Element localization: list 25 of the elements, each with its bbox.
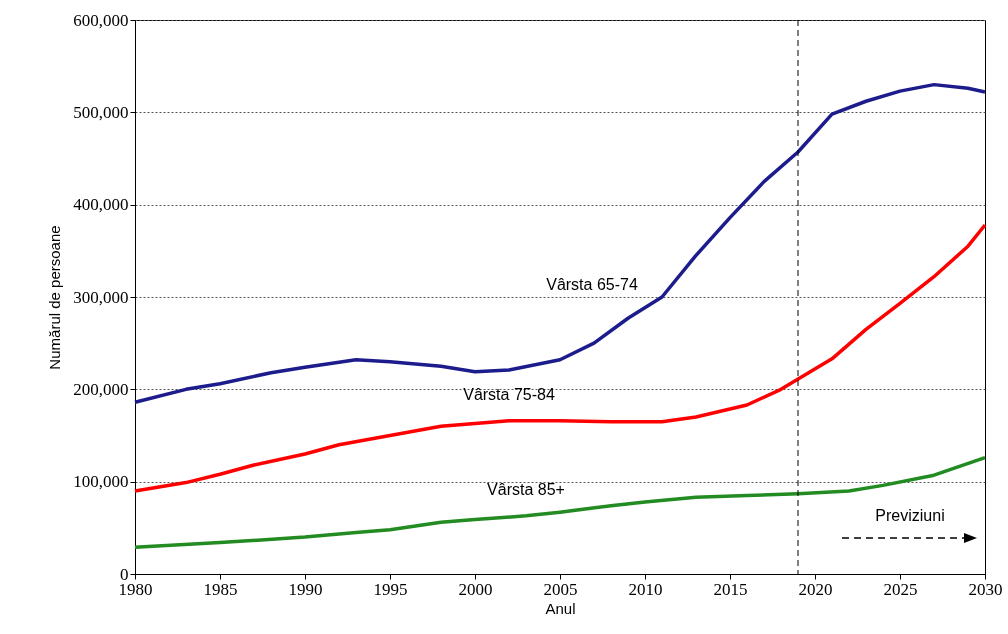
series-label: Vârsta 65-74: [546, 276, 638, 293]
y-tick-label: 100,000: [73, 472, 129, 492]
y-axis-title: Numărul de persoane: [46, 225, 64, 370]
line-series: [133, 223, 987, 493]
series-label: Vârsta 85+: [487, 480, 565, 498]
x-axis-title: Anul: [545, 599, 576, 617]
x-tick-label: 2000: [458, 579, 493, 599]
x-tick-label: 2020: [798, 579, 833, 599]
x-tick-label: 2005: [543, 579, 578, 599]
x-tick-label: 2015: [713, 579, 748, 599]
line-series: [133, 455, 987, 549]
series-label: Vârsta 75-84: [463, 385, 555, 403]
x-tick-label: 2025: [883, 579, 918, 599]
x-tick-label: 2010: [628, 579, 663, 599]
y-tick-label: 400,000: [73, 195, 129, 215]
y-tick-label: 600,000: [73, 10, 129, 30]
x-tick-label: 1985: [203, 579, 238, 599]
y-tick-label: 500,000: [73, 102, 129, 122]
annotation: Previziuni: [875, 507, 945, 524]
y-tick-label: 200,000: [73, 379, 129, 399]
x-tick-label: 2030: [968, 579, 1003, 599]
y-tick-label: 300,000: [73, 287, 129, 307]
line-series: [133, 82, 987, 405]
x-tick-label: 1995: [373, 579, 408, 599]
x-tick-label: 1990: [288, 579, 323, 599]
